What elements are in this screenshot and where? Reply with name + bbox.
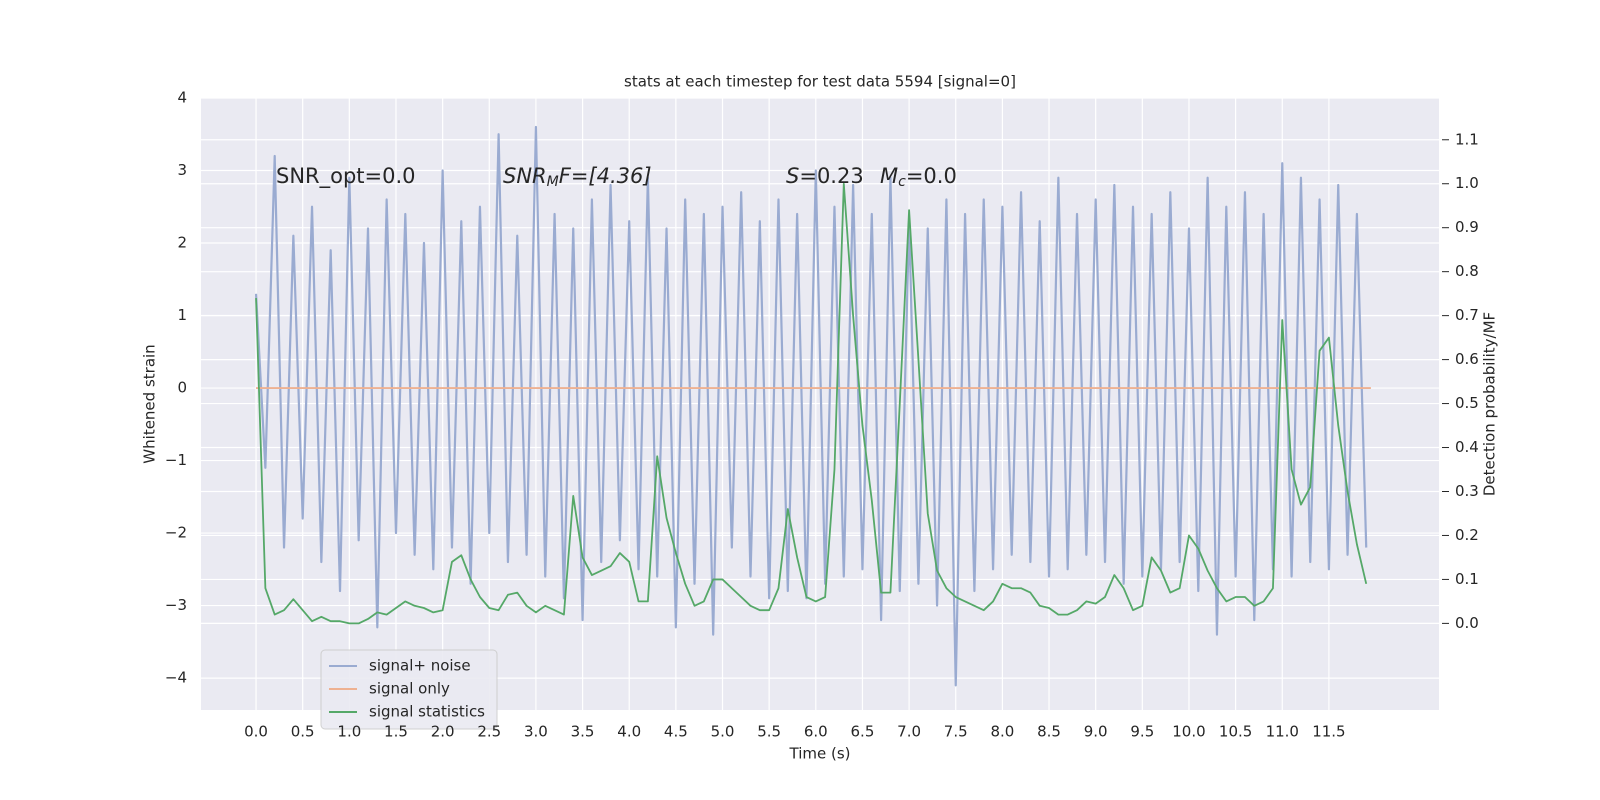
x-tick-label: 3.5 [571,723,595,741]
y-tick-label: 3 [177,161,187,179]
y-tick-label: 1 [177,306,187,324]
y-tick-label: −4 [165,669,187,687]
legend: signal+ noise signal only signal statistic… [320,649,498,730]
y-tick-label: 2 [177,234,187,252]
x-tick-label: 11.5 [1312,723,1345,741]
x-tick-label: 7.5 [944,723,968,741]
marks [254,125,1371,687]
y2-tick-label: 0.9 [1455,218,1479,236]
x-tick-label: 2.0 [431,723,455,741]
y2-tick-label: 0.4 [1455,438,1479,456]
x-tick-label: 6.5 [851,723,875,741]
x-tick-label: 4.0 [617,723,641,741]
x-axis-label: Time (s) [789,745,851,763]
annotation-part: SNR_opt=0.0 [276,164,416,189]
series-line [255,182,1368,625]
x-tick-label: 5.0 [711,723,735,741]
y2-tick-label: 0.1 [1455,570,1479,588]
x-tick-label: 6.0 [804,723,828,741]
y2-tick-label: 0.6 [1455,350,1479,368]
annotation-part: M [880,164,898,188]
annotations: SNR_opt=0.0 SNRMF=[4.36] S=0.23 Mc=0.0 [276,164,957,190]
y2-tick-label: 0.2 [1455,526,1479,544]
legend-label: signal statistics [369,703,485,721]
x-tick-label: 9.5 [1130,723,1154,741]
y-tick-label: −3 [165,596,187,614]
y2-tick-label: 0.3 [1455,482,1479,500]
x-tick-label: 10.5 [1219,723,1252,741]
y-tick-label: −2 [165,524,187,542]
y-axis-label: Whitened strain [141,344,159,463]
y-tick-label: −1 [165,451,187,469]
annotation-part: M [547,174,559,190]
x-tick-label: 0.5 [291,723,315,741]
annotation: Mc=0.0 [880,164,957,190]
annotation-part: =0.0 [906,164,957,188]
x-tick-label: 1.0 [337,723,361,741]
x-tick-label: 0.0 [244,723,268,741]
annotation: SNR_opt=0.0 [276,164,416,189]
series-line [254,125,1368,687]
y2-tick-label: 0.8 [1455,262,1479,280]
x-tick-label: 9.0 [1084,723,1108,741]
x-tick-label: 3.0 [524,723,548,741]
y2-tick-label: 0.5 [1455,394,1479,412]
y2-axis-label: Detection probability/MF [1481,312,1499,496]
legend-box [320,649,498,730]
y-tick-label: 0 [177,379,187,397]
x-tick-label: 8.5 [1037,723,1061,741]
x-tick-label: 8.0 [990,723,1014,741]
x-tick-label: 4.5 [664,723,688,741]
annotation: S=0.23 [786,164,864,188]
annotation-part: F=[4.36] [559,164,652,188]
annotation-part: c [898,174,906,190]
x-tick-label: 5.5 [757,723,781,741]
annotation: SNRMF=[4.36] [503,164,652,190]
x-tick-label: 10.0 [1172,723,1205,741]
annotation-part: =0.23 [799,164,863,188]
x-tick-label: 7.0 [897,723,921,741]
annotation-part: S [786,164,799,188]
y2-tick-label: 1.1 [1455,130,1479,148]
y-tick-label: 4 [177,89,187,107]
x-tick-label: 11.0 [1266,723,1299,741]
y2-tick-label: 0.0 [1455,614,1479,632]
chart-title: stats at each timestep for test data 559… [624,73,1016,91]
y2-tick-label: 0.7 [1455,306,1479,324]
y2-tick-label: 1.0 [1455,174,1479,192]
annotation-part: SNR [503,164,547,188]
legend-label: signal+ noise [369,657,471,675]
x-tick-label: 1.5 [384,723,408,741]
x-tick-label: 2.5 [477,723,501,741]
legend-label: signal only [369,680,450,698]
